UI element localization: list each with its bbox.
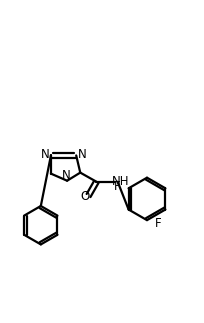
Text: N: N <box>61 169 70 182</box>
Text: F: F <box>154 217 161 230</box>
Text: F: F <box>114 180 120 193</box>
Text: O: O <box>80 190 89 203</box>
Text: N: N <box>41 148 49 161</box>
Text: N: N <box>77 148 86 161</box>
Text: NH: NH <box>111 175 129 188</box>
